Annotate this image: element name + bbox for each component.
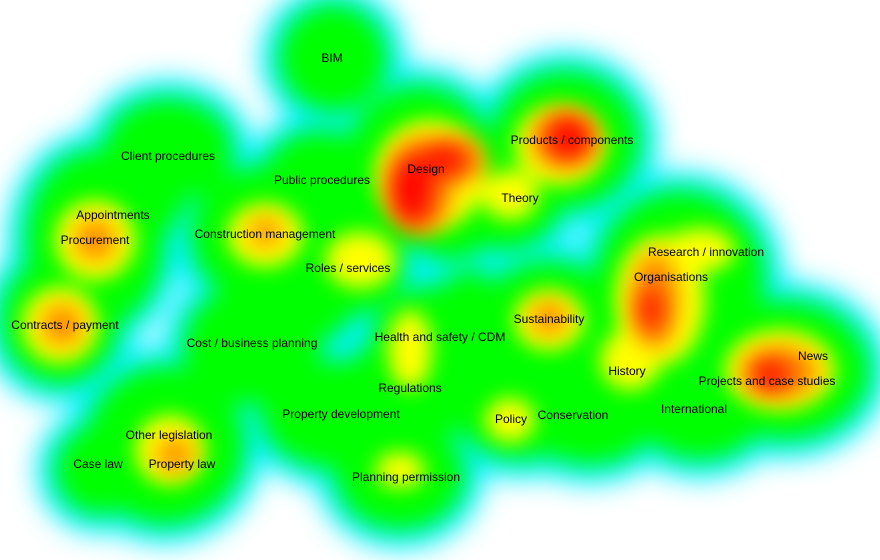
heat-blob-peak [752, 361, 788, 389]
term-label-health-and-safety-cdm[interactable]: Health and safety / CDM [375, 330, 506, 344]
term-label-news[interactable]: News [798, 349, 828, 363]
term-label-sustainability[interactable]: Sustainability [514, 312, 585, 326]
heat-blob-peak [392, 156, 432, 224]
heat-layers [0, 0, 880, 548]
heat-blob-mid [245, 255, 355, 345]
heat-blob-peak [423, 146, 467, 174]
heat-blob-high [531, 302, 567, 334]
term-label-projects-and-case-studies[interactable]: Projects and case studies [699, 374, 836, 388]
term-label-procurement[interactable]: Procurement [61, 233, 130, 247]
term-label-client-procedures[interactable]: Client procedures [121, 149, 215, 163]
heat-blob-mid-high [375, 452, 425, 488]
term-label-property-law[interactable]: Property law [149, 457, 216, 471]
term-label-policy[interactable]: Policy [495, 412, 527, 426]
heat-blob-mid-high [388, 310, 432, 390]
term-label-international[interactable]: International [661, 402, 727, 416]
heat-blob-mid-high [665, 228, 735, 272]
heat-blob-mid-high [600, 330, 660, 390]
heat-blob-mid-high [325, 232, 395, 288]
term-label-organisations[interactable]: Organisations [634, 270, 708, 284]
heat-blob-mid-high [482, 170, 538, 220]
term-label-property-development[interactable]: Property development [282, 407, 400, 421]
heat-blob-high [249, 218, 281, 246]
term-label-construction-management[interactable]: Construction management [195, 227, 336, 241]
term-label-cost-business-planning[interactable]: Cost / business planning [187, 336, 318, 350]
term-label-bim[interactable]: BIM [321, 51, 342, 65]
term-label-history[interactable]: History [608, 364, 645, 378]
term-label-case-law[interactable]: Case law [73, 457, 123, 471]
heat-blob-high [75, 220, 115, 260]
heat-blob-high [42, 305, 82, 345]
term-label-conservation[interactable]: Conservation [538, 408, 609, 422]
heat-layer-peak [392, 118, 788, 389]
heat-blob-mid [440, 270, 500, 330]
term-label-appointments[interactable]: Appointments [76, 208, 149, 222]
heat-blob-mid-high [485, 398, 535, 442]
term-labels: BIM Client procedures Public procedures … [11, 51, 835, 484]
heat-blob-peak [640, 288, 660, 332]
term-label-regulations[interactable]: Regulations [378, 381, 441, 395]
term-label-research-innovation[interactable]: Research / innovation [648, 245, 764, 259]
term-label-other-legislation[interactable]: Other legislation [126, 428, 213, 442]
term-label-products-components[interactable]: Products / components [511, 133, 634, 147]
heat-blob-peak [546, 118, 590, 158]
term-label-public-procedures[interactable]: Public procedures [274, 173, 370, 187]
term-label-design[interactable]: Design [407, 162, 444, 176]
heat-blob-mid [55, 425, 145, 515]
heat-blob-high [157, 439, 193, 471]
term-label-contracts-payment[interactable]: Contracts / payment [11, 318, 119, 332]
term-label-planning-permission[interactable]: Planning permission [352, 470, 460, 484]
term-label-roles-services[interactable]: Roles / services [306, 261, 391, 275]
term-label-theory[interactable]: Theory [501, 191, 538, 205]
heat-blob-mid [279, 4, 387, 112]
